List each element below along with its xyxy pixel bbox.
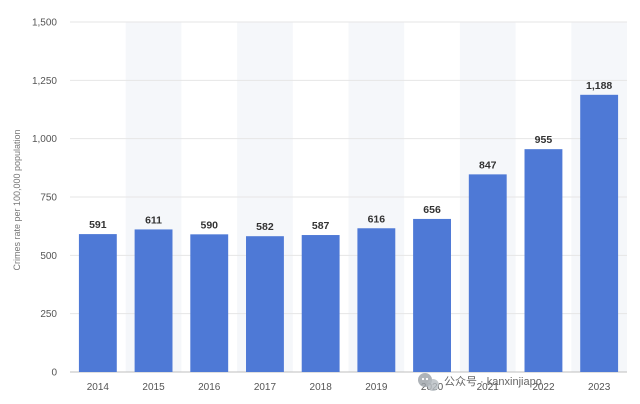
x-tick-label: 2021 bbox=[477, 382, 500, 393]
x-tick-label: 2023 bbox=[588, 382, 611, 393]
bar bbox=[78, 234, 117, 372]
watermark-text: 公众号 · kanxinjiapo bbox=[444, 375, 542, 388]
y-tick-label: 1,500 bbox=[32, 18, 57, 29]
bar-value-label: 590 bbox=[200, 219, 218, 231]
bar-value-label: 591 bbox=[89, 219, 107, 231]
y-axis-label: Crimes rate per 100,000 population bbox=[12, 129, 22, 270]
bar-value-label: 587 bbox=[312, 220, 330, 232]
x-tick-label: 2018 bbox=[310, 382, 333, 393]
y-tick-label: 1,000 bbox=[32, 134, 57, 145]
wechat-icon bbox=[418, 373, 439, 391]
y-tick-label: 0 bbox=[51, 368, 57, 379]
bar-value-label: 1,188 bbox=[586, 80, 612, 92]
watermark: 公众号 · kanxinjiapo bbox=[418, 373, 542, 391]
bar-value-label: 611 bbox=[145, 214, 162, 226]
bar bbox=[468, 174, 507, 372]
bar-value-label: 582 bbox=[256, 221, 274, 233]
y-axis-ticks: 0 250 500 750 1,000 1,250 1,500 bbox=[32, 18, 57, 379]
x-tick-label: 2016 bbox=[198, 382, 221, 393]
x-tick-label: 2015 bbox=[142, 382, 165, 393]
bar bbox=[246, 236, 284, 372]
bar-value-label: 616 bbox=[368, 213, 386, 225]
bar bbox=[413, 218, 451, 372]
x-tick-label: 2019 bbox=[365, 382, 388, 393]
x-tick-label: 2014 bbox=[87, 382, 110, 393]
y-tick-label: 750 bbox=[40, 193, 57, 204]
bar bbox=[190, 234, 229, 372]
x-tick-label: 2022 bbox=[532, 382, 555, 393]
bars bbox=[78, 94, 619, 373]
bar-value-labels: 591 611 590 582 587 616 656 847 955 1,188 bbox=[89, 80, 612, 233]
bar bbox=[580, 94, 619, 373]
y-tick-label: 250 bbox=[40, 309, 57, 320]
bar bbox=[301, 235, 340, 372]
bar bbox=[134, 229, 173, 372]
y-tick-label: 1,250 bbox=[32, 76, 57, 87]
x-tick-label: 2017 bbox=[254, 382, 277, 393]
bar bbox=[524, 149, 563, 372]
bar bbox=[357, 228, 396, 372]
bar-value-label: 955 bbox=[535, 134, 553, 146]
y-tick-label: 500 bbox=[40, 251, 57, 262]
bar-value-label: 656 bbox=[423, 204, 441, 216]
bar-value-label: 847 bbox=[479, 159, 497, 171]
